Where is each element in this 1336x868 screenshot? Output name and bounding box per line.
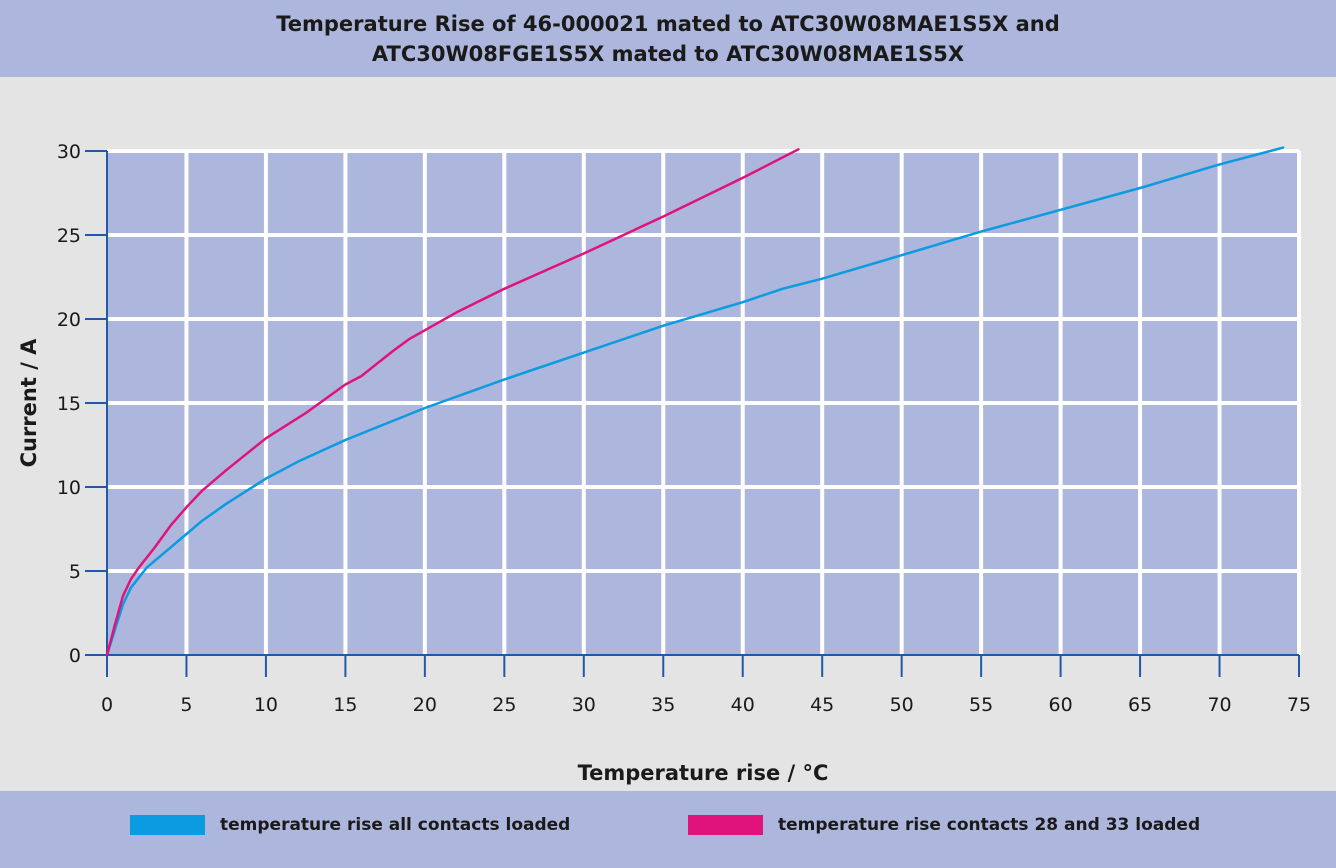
x-tick-label: 15 [333, 694, 357, 716]
x-tick-label: 25 [492, 694, 516, 716]
x-tick-label: 30 [572, 694, 596, 716]
y-tick-label: 5 [69, 561, 81, 583]
y-tick-label: 0 [69, 645, 81, 667]
chart-title-line-2: ATC30W08FGE1S5X mated to ATC30W08MAE1S5X [371, 41, 965, 66]
chart-title: Temperature Rise of 46-000021 mated to A… [0, 0, 1336, 77]
y-tick-label: 10 [57, 477, 81, 499]
x-axis-title: Temperature rise / °C [578, 761, 829, 785]
legend-label-all-contacts: temperature rise all contacts loaded [220, 815, 571, 835]
x-tick-label: 45 [810, 694, 834, 716]
y-tick-label: 30 [57, 141, 81, 163]
x-tick-label: 65 [1128, 694, 1152, 716]
chart-area: 0 5 10 15 20 25 30 0 5 10 15 20 25 30 35 40 45 50 55 60 65 70… [17, 141, 1311, 785]
x-tick-label: 5 [180, 694, 192, 716]
x-tick-label: 35 [651, 694, 675, 716]
series-line-2 [105, 148, 800, 657]
legend-item-all-contacts: temperature rise all contacts loaded [130, 815, 570, 835]
legend-item-contacts-28-33: temperature rise contacts 28 and 33 load… [688, 815, 1200, 835]
x-tick-label: 10 [254, 694, 278, 716]
y-axis-title: Current / A [17, 338, 41, 468]
x-tick-label: 75 [1287, 694, 1311, 716]
plot-background [107, 149, 1301, 655]
series-layer [105, 146, 1285, 657]
y-tick-label: 15 [57, 393, 81, 415]
legend-swatch-contacts-28-33 [688, 815, 763, 835]
series-line-1 [105, 146, 1285, 657]
x-tick-label: 50 [890, 694, 914, 716]
chart-title-line-1: Temperature Rise of 46-000021 mated to A… [276, 11, 1060, 36]
x-tick-label: 55 [969, 694, 993, 716]
x-tick-label: 20 [413, 694, 437, 716]
x-tick-label: 40 [731, 694, 755, 716]
legend: temperature rise all contacts loaded tem… [0, 791, 1336, 868]
x-tick-label: 0 [101, 694, 113, 716]
x-tick-label: 60 [1049, 694, 1073, 716]
axes: 0 5 10 15 20 25 30 0 5 10 15 20 25 30 35 40 45 50 55 60 65 70… [57, 141, 1311, 716]
y-tick-label: 25 [57, 225, 81, 247]
y-tick-label: 20 [57, 309, 81, 331]
legend-swatch-all-contacts [130, 815, 205, 835]
x-tick-label: 70 [1207, 694, 1231, 716]
legend-label-contacts-28-33: temperature rise contacts 28 and 33 load… [778, 815, 1201, 835]
